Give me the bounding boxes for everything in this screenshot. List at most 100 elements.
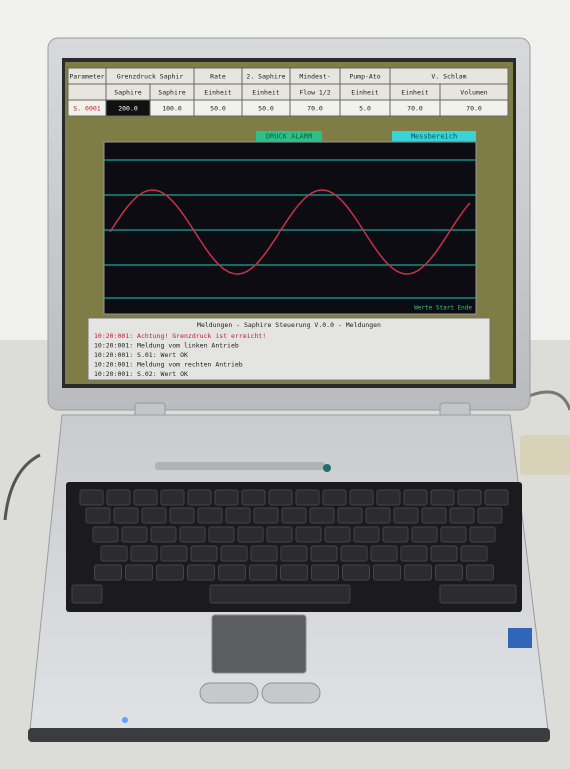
header-label: Mindest- <box>299 73 330 81</box>
key <box>431 490 454 505</box>
message-line: 10:20:001: Meldung vom linken Antrieb <box>94 342 239 350</box>
key <box>95 565 122 580</box>
header-label: V. Schlam <box>431 73 466 81</box>
key <box>209 527 234 542</box>
value-label: 50.0 <box>258 105 274 113</box>
key <box>467 565 494 580</box>
key <box>405 565 432 580</box>
key <box>450 508 474 523</box>
power-button[interactable] <box>323 464 331 472</box>
key <box>126 565 153 580</box>
key <box>338 508 362 523</box>
key <box>281 546 307 561</box>
key <box>242 490 265 505</box>
key <box>161 490 184 505</box>
key <box>383 527 408 542</box>
key <box>226 508 250 523</box>
button-strip <box>155 462 325 470</box>
value-label: 70.0 <box>466 105 482 113</box>
value-label: 200.0 <box>118 105 138 113</box>
key <box>221 546 247 561</box>
left-button[interactable] <box>200 683 258 703</box>
message-title: Meldungen - Saphire Steuerung V.0.0 - Me… <box>197 321 381 329</box>
subheader-label: Einheit <box>401 89 428 97</box>
header-label: Parameter <box>69 73 104 81</box>
key <box>170 508 194 523</box>
value-label: 100.0 <box>162 105 182 113</box>
alarm-label: DRUCK ALARM <box>266 133 312 141</box>
message-line: 10:20:001: Meldung vom rechten Antrieb <box>94 361 243 369</box>
key <box>377 490 400 505</box>
key <box>312 565 339 580</box>
right-button[interactable] <box>262 683 320 703</box>
key <box>401 546 427 561</box>
key <box>311 546 337 561</box>
key <box>461 546 487 561</box>
key <box>86 508 110 523</box>
key <box>404 490 427 505</box>
key <box>269 490 292 505</box>
touchpad[interactable] <box>212 615 306 673</box>
key <box>215 490 238 505</box>
key <box>72 585 102 603</box>
key <box>254 508 278 523</box>
key <box>157 565 184 580</box>
key <box>250 565 277 580</box>
key <box>210 585 350 603</box>
connector <box>520 435 570 475</box>
key <box>114 508 138 523</box>
message-line: 10:20:001: Achtung! Grenzdruck ist errei… <box>94 332 266 340</box>
key <box>343 565 370 580</box>
key <box>122 527 147 542</box>
body: DRUCK ALARM Messbereich Werte Start Ende… <box>0 0 570 769</box>
key <box>80 490 103 505</box>
key <box>107 490 130 505</box>
base-edge <box>28 728 550 742</box>
key <box>325 527 350 542</box>
key <box>161 546 187 561</box>
header-label: Pump-Ato <box>349 73 380 81</box>
key <box>374 565 401 580</box>
subheader-cell <box>68 84 106 100</box>
key <box>431 546 457 561</box>
value-label: S. 0001 <box>73 105 100 113</box>
photo: DRUCK ALARM Messbereich Werte Start Ende… <box>0 0 570 769</box>
message-line: 10:20:001: S.01: Wert OK <box>94 351 188 359</box>
subheader-label: Saphire <box>158 89 185 97</box>
key <box>134 490 157 505</box>
key <box>219 565 246 580</box>
subheader-label: Volumen <box>460 89 487 97</box>
key <box>366 508 390 523</box>
value-label: 70.0 <box>307 105 323 113</box>
subheader-label: Einheit <box>351 89 378 97</box>
range-label: Messbereich <box>411 133 457 141</box>
key <box>323 490 346 505</box>
graph-footer: Werte Start Ende <box>414 305 472 312</box>
key <box>394 508 418 523</box>
led <box>122 717 128 723</box>
key <box>281 565 308 580</box>
message-line: 10:20:001: S.02: Wert OK <box>94 370 188 378</box>
subheader-label: Saphire <box>114 89 141 97</box>
key <box>310 508 334 523</box>
key <box>296 527 321 542</box>
key <box>485 490 508 505</box>
header-label: 2. Saphire <box>246 73 285 81</box>
key <box>440 585 516 603</box>
key <box>354 527 379 542</box>
key <box>93 527 118 542</box>
page: {"screen": { "table": { "header": ["Para… <box>0 0 570 769</box>
subheader-label: Einheit <box>204 89 231 97</box>
subheader-label: Einheit <box>252 89 279 97</box>
value-label: 5.0 <box>359 105 371 113</box>
key <box>251 546 277 561</box>
key <box>101 546 127 561</box>
key <box>470 527 495 542</box>
key <box>188 565 215 580</box>
graph-area <box>104 142 476 314</box>
key <box>191 546 217 561</box>
key <box>441 527 466 542</box>
key <box>478 508 502 523</box>
key <box>458 490 481 505</box>
value-label: 50.0 <box>210 105 226 113</box>
